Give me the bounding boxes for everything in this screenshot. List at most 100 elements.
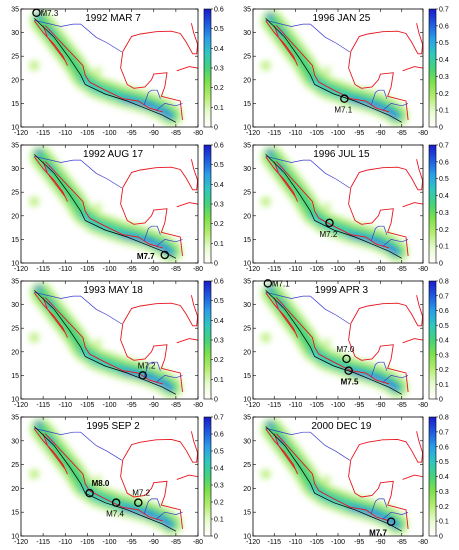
y-tick-label: 25 [243, 54, 251, 61]
x-tick-label: -120 [14, 266, 28, 273]
colorbar-tick-label: 0.8 [439, 279, 449, 286]
colorbar-tick-label: 0.5 [439, 323, 449, 330]
colorbar-tick-label: 0.7 [439, 293, 449, 300]
x-tick-label: -115 [36, 266, 50, 273]
colorbar-tick-label: 0.5 [214, 162, 224, 169]
map-panel: -120 -115 -110 -105 -100 -95 -90 -85 -80 10 15 20 25… [243, 415, 449, 547]
x-tick-label: -80 [418, 266, 428, 273]
earthquake-label: M7.4 [106, 510, 124, 519]
x-tick-label: -105 [80, 402, 94, 409]
coastline [348, 187, 409, 256]
coastline [120, 459, 183, 529]
colorbar-tick-label: 0.3 [439, 489, 449, 496]
colorbar-tick-label: 0.3 [439, 352, 449, 359]
map-lines [33, 18, 198, 123]
coastline [122, 431, 198, 463]
x-tick-label: -110 [289, 402, 303, 409]
colorbar-tick-label: 0.3 [214, 483, 224, 490]
earthquake-marker [160, 250, 170, 260]
coastline [176, 338, 198, 344]
x-tick-label: -110 [289, 539, 303, 546]
x-tick-label: -115 [36, 402, 50, 409]
x-tick-label: -80 [193, 539, 203, 546]
y-tick-label: 20 [11, 77, 19, 84]
coastline [276, 433, 390, 522]
x-tick-label: -105 [80, 539, 94, 546]
country-border [155, 239, 183, 247]
colorbar-tick-label: 0.1 [214, 241, 224, 248]
x-tick-label: -120 [246, 539, 260, 546]
y-tick-label: 30 [11, 302, 19, 309]
panel-title: 1996 JAN 25 [312, 13, 370, 24]
colorbar-tick-label: 0.2 [214, 85, 224, 92]
colorbar-tick-label: 0.2 [439, 504, 449, 511]
y-tick-label: 30 [243, 302, 251, 309]
colorbar-tick-label: 0 [439, 261, 443, 268]
earthquake-marker [111, 498, 121, 507]
y-tick-label: 25 [243, 462, 251, 469]
earthquake-marker [134, 498, 143, 507]
coastline [176, 202, 198, 208]
coastline [348, 323, 409, 392]
coastline [33, 20, 68, 66]
coastline [122, 23, 198, 55]
x-tick-label: -85 [397, 539, 407, 546]
earthquake-label: M7.7 [369, 529, 387, 538]
x-tick-label: -85 [171, 402, 181, 409]
coastline [176, 474, 198, 480]
colorbar-tick-label: 0.5 [439, 176, 449, 183]
coastline [402, 474, 423, 480]
y-tick-label: 30 [11, 438, 19, 445]
coastline [348, 459, 409, 529]
x-tick-label: -85 [397, 266, 407, 273]
colorbar-tick-label: 0.3 [214, 202, 224, 209]
y-tick-label: 15 [11, 510, 19, 517]
earthquake-marker [325, 218, 334, 228]
plate-boundary [265, 154, 402, 259]
x-tick-label: -85 [171, 130, 181, 137]
earthquake-label: M7.7 [137, 252, 155, 261]
panel-title: 1999 APR 3 [315, 285, 369, 296]
x-tick-label: -95 [354, 266, 364, 273]
x-tick-label: -105 [310, 266, 324, 273]
x-tick-label: -100 [331, 402, 345, 409]
x-tick-label: -120 [14, 130, 28, 137]
colorbar-tick-label: 0.5 [214, 449, 224, 456]
colorbar [428, 280, 437, 400]
country-border [34, 19, 123, 53]
country-border [382, 375, 409, 383]
y-tick-label: 25 [243, 190, 251, 197]
y-tick-label: 10 [11, 125, 19, 132]
y-tick-label: 20 [11, 486, 19, 493]
y-tick-label: 35 [243, 7, 251, 14]
coastline [402, 202, 423, 208]
y-tick-label: 30 [243, 438, 251, 445]
x-tick-label: -110 [289, 130, 303, 137]
coastline [33, 292, 68, 338]
colorbar-tick-label: 0.4 [439, 338, 449, 345]
y-tick-label: 30 [11, 166, 19, 173]
x-tick-label: -105 [310, 130, 324, 137]
coastline [120, 51, 183, 120]
colorbar-tick-label: 0.8 [439, 415, 449, 422]
colorbar [203, 144, 212, 264]
plate-boundary [34, 290, 177, 395]
plate-boundary [265, 290, 402, 395]
y-tick-label: 20 [243, 486, 251, 493]
colorbar-tick-label: 0.1 [439, 519, 449, 526]
colorbar-tick-label: 0.4 [439, 474, 449, 481]
panel-title: 2000 DEC 19 [311, 421, 371, 432]
y-tick-label: 10 [11, 397, 19, 404]
colorbar-tick-label: 0.6 [439, 308, 449, 315]
earthquake-marker [85, 488, 94, 498]
country-border [382, 239, 409, 247]
colorbar-tick-label: 0.2 [214, 357, 224, 364]
y-tick-label: 15 [11, 237, 19, 244]
map-panel: -120 -115 -110 -105 -100 -95 -90 -85 -80 10 15 20 25… [11, 143, 224, 274]
colorbar-tick-label: 0.4 [214, 182, 224, 189]
x-tick-label: -105 [80, 266, 94, 273]
x-tick-label: -90 [375, 402, 385, 409]
map-lines [265, 154, 423, 259]
country-border [265, 155, 351, 189]
